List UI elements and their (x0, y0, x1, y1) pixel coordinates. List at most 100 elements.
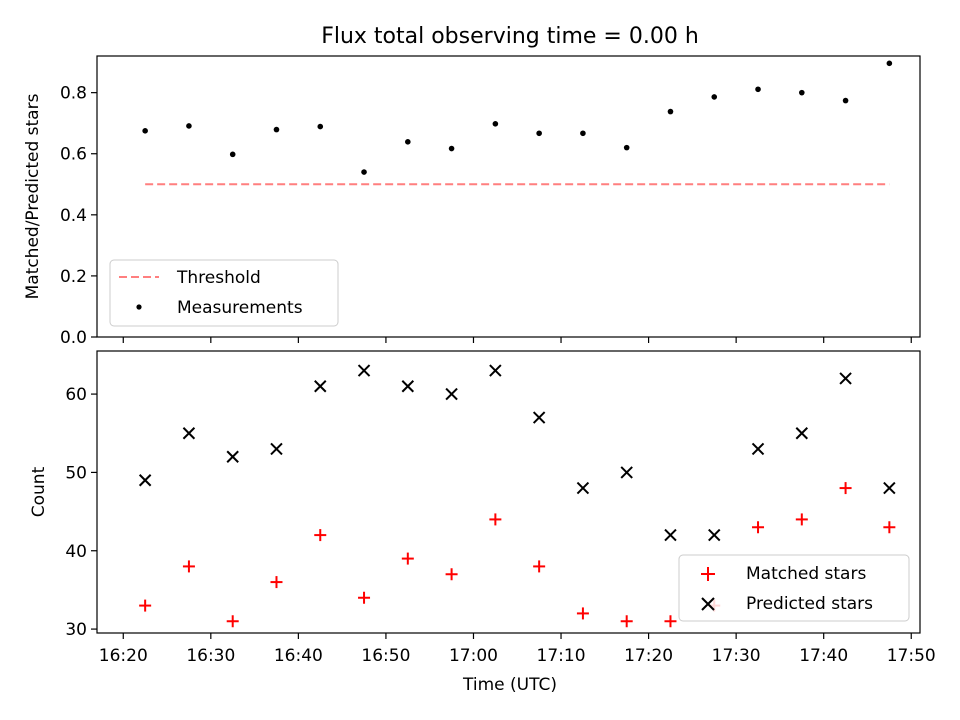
count-legend: Matched stars Predicted stars (678, 554, 910, 622)
measurement-point (448, 145, 455, 152)
predicted-star-marker-b (620, 466, 633, 479)
predicted-star-point (532, 411, 546, 424)
measurement-point (667, 108, 674, 115)
predicted-star-point (445, 387, 458, 401)
predicted-star-marker-b (532, 411, 546, 424)
legend-matched-swatch (701, 567, 715, 581)
predicted-star-marker-b (489, 364, 502, 377)
predicted-star-marker-b (182, 427, 196, 440)
ratio-y-tick-label: 0.8 (60, 84, 87, 104)
ratio-y-tick-label: 0.0 (60, 328, 87, 348)
count-plot-area (138, 364, 896, 628)
legend-matched-label: Matched stars (746, 564, 866, 584)
count-y-tick-label: 40 (65, 542, 87, 562)
predicted-star-point (357, 364, 371, 377)
legend-predicted-swatch (701, 597, 715, 611)
count-x-tick-label: 17:50 (887, 646, 936, 666)
measurement-point (405, 139, 411, 145)
measurement-point (755, 86, 761, 93)
ratio-axes-frame (96, 55, 921, 338)
count-y-tick-label: 30 (65, 620, 87, 640)
measurement-point (317, 123, 324, 130)
predicted-star-marker-b (357, 364, 371, 377)
measurement-point (361, 169, 367, 175)
matched-star-point (182, 560, 195, 573)
measurement-point (229, 151, 236, 158)
legend-threshold-label: Threshold (176, 268, 261, 288)
count-y-tick-label: 60 (65, 385, 87, 405)
count-axes-frame (96, 350, 921, 634)
matched-star-point (795, 513, 808, 526)
predicted-star-point (314, 380, 327, 393)
predicted-star-marker-b (226, 450, 239, 463)
ratio-y-tick-label: 0.2 (60, 267, 87, 287)
predicted-star-point (751, 442, 765, 456)
count-x-tick-label: 17:30 (712, 646, 761, 666)
matched-star-point (226, 615, 239, 628)
predicted-star-marker-b (751, 442, 765, 456)
predicted-star-point (883, 481, 896, 495)
ratio-plot-area (142, 60, 893, 186)
predicted-star-marker-b (138, 474, 152, 487)
predicted-star-point (839, 372, 852, 385)
count-x-axis: 16:20 16:30 16:40 16:50 17:00 17:10 17:20 17:30… (99, 633, 936, 666)
ratio-legend: Threshold Measurements (109, 259, 339, 327)
predicted-star-point (182, 427, 196, 440)
ratio-x-axis (122, 337, 912, 343)
matched-star-point (401, 552, 414, 565)
count-x-tick-label: 17:10 (537, 646, 586, 666)
x-axis-label: Time (UTC) (462, 675, 557, 695)
predicted-star-marker-b (270, 442, 283, 456)
measurement-point (142, 128, 148, 134)
matched-star-point (839, 482, 852, 495)
count-y-axis-label: Count (29, 466, 49, 517)
predicted-star-marker-b (664, 528, 677, 542)
count-y-axis: 30 40 50 60 (65, 385, 97, 640)
count-x-tick-label: 16:50 (361, 646, 410, 666)
predicted-star-marker-b (883, 481, 896, 495)
predicted-star-marker-b (445, 387, 458, 401)
predicted-star-point (401, 380, 415, 393)
predicted-star-point (576, 481, 590, 495)
matched-star-point (620, 615, 633, 628)
predicted-star-point (664, 528, 677, 542)
predicted-star-marker-b (576, 481, 590, 495)
legend-predicted-label: Predicted stars (746, 594, 873, 614)
predicted-star-marker-b (795, 427, 809, 440)
measurement-point (799, 89, 805, 96)
matched-star-point (270, 576, 283, 589)
measurement-point (842, 97, 849, 104)
measurement-point (492, 121, 499, 127)
count-legend-box (678, 554, 910, 622)
predicted-star-marker-b (708, 528, 721, 542)
chart-title: Flux total observing time = 0.00 h (321, 24, 699, 49)
predicted-star-point (708, 528, 721, 542)
count-x-tick-label: 17:40 (799, 646, 848, 666)
ratio-y-tick-label: 0.4 (60, 206, 87, 226)
measurement-point (580, 130, 586, 137)
predicted-star-point (226, 450, 239, 463)
matched-star-point (358, 591, 371, 604)
predicted-star-marker-b (314, 380, 327, 393)
matched-star-point (489, 513, 502, 526)
predicted-star-marker-b (839, 372, 852, 385)
measurement-point (711, 94, 718, 100)
ratio-y-axis-label: Matched/Predicted stars (23, 93, 43, 299)
predicted-star-point (270, 442, 283, 456)
count-x-tick-label: 16:40 (274, 646, 323, 666)
matched-star-point (576, 607, 589, 620)
predicted-star-point (489, 364, 502, 377)
matched-star-point (883, 521, 896, 534)
matched-star-point (752, 521, 765, 534)
matched-star-point (445, 568, 458, 581)
count-x-tick-label: 17:20 (624, 646, 673, 666)
predicted-star-point (620, 466, 633, 479)
measurement-point (623, 144, 630, 151)
ratio-panel: Flux total observing time = 0.00 h 0.0 0.… (23, 24, 921, 348)
count-y-tick-label: 50 (65, 463, 87, 483)
matched-star-point (664, 615, 677, 628)
legend-measurements-label: Measurements (177, 298, 303, 318)
predicted-star-marker-b (401, 380, 415, 393)
